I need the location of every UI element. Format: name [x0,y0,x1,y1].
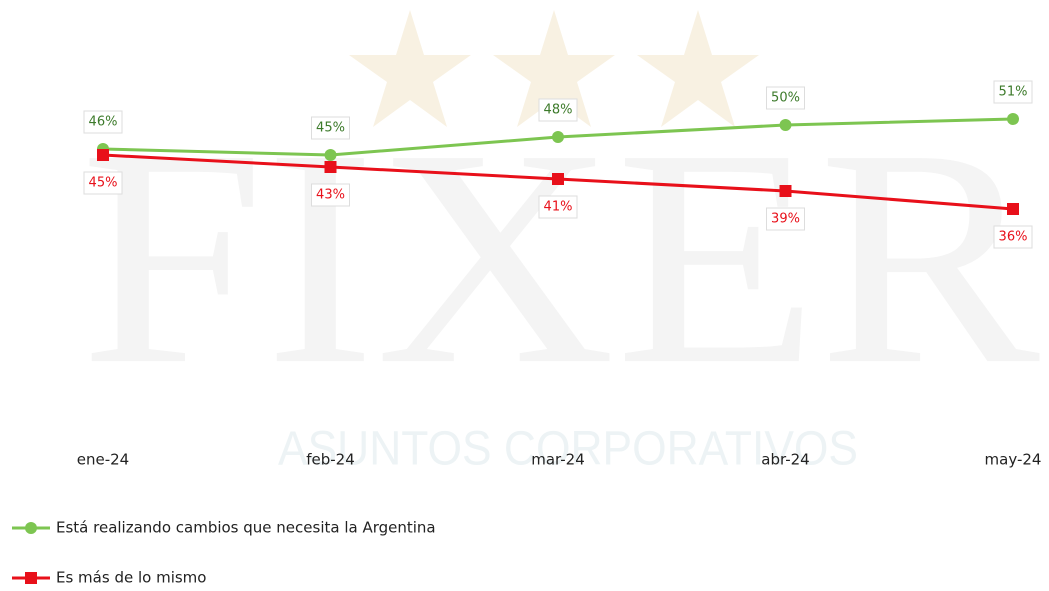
value-label-box [993,225,1033,249]
marker [324,161,337,173]
marker [779,119,792,131]
value-label: 51% [999,85,1028,100]
star [493,10,615,127]
marker [779,185,792,197]
value-label-box [538,195,578,219]
marker [97,149,109,161]
legend-marker [25,572,37,584]
marker [324,149,337,161]
value-label: 48% [544,103,573,118]
value-label-box [83,171,123,195]
legend-label: Es más de lo mismo [56,569,206,587]
star [637,10,759,127]
value-label-box [766,207,805,231]
value-label: 39% [771,212,800,227]
x-tick-label: mar-24 [531,451,585,469]
x-tick-label: ene-24 [77,451,129,469]
value-label-box [311,116,350,140]
star [349,10,471,127]
value-label: 41% [544,200,573,215]
value-label-box [538,98,578,122]
value-label: 46% [89,115,118,130]
marker [552,131,564,143]
watermark: FIXER ASUNTOS CORPORATIVOS [80,10,1042,476]
value-label: 45% [316,121,345,136]
value-label: 45% [89,176,118,191]
x-tick-label: abr-24 [761,451,809,469]
value-label: 43% [316,188,345,203]
marker [552,173,564,185]
value-label-box [83,110,123,134]
legend-label: Está realizando cambios que necesita la … [56,519,436,537]
value-label: 50% [771,91,800,106]
watermark-brand: FIXER [80,86,1042,429]
value-label-box [766,86,805,110]
value-label-box [311,183,350,207]
value-label-box [993,80,1033,104]
watermark-tagline: ASUNTOS CORPORATIVOS [278,423,858,476]
x-tick-label: may-24 [985,451,1042,469]
value-label: 36% [999,230,1028,245]
x-tick-label: feb-24 [306,451,355,469]
legend-marker [25,522,37,534]
marker [1007,113,1019,125]
marker [1007,203,1019,215]
